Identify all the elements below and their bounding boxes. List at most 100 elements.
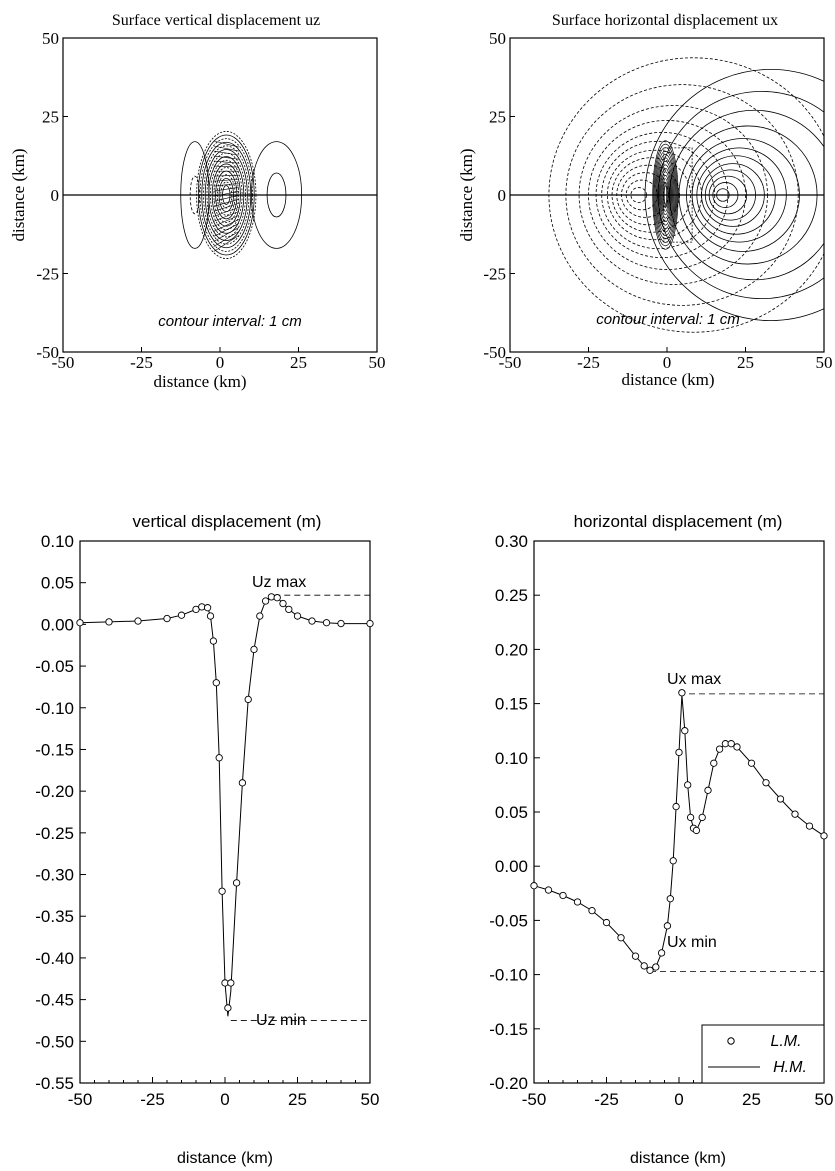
data-point-lm xyxy=(238,779,247,787)
y-tick-label: -0.45 xyxy=(35,991,74,1010)
x-tick-label: 0 xyxy=(663,353,672,372)
contour-line xyxy=(213,223,239,237)
y-tick-label: -0.05 xyxy=(489,911,528,930)
y-tick-label: -0.25 xyxy=(35,824,74,843)
y-tick-label: 0 xyxy=(498,186,507,205)
data-point-lm xyxy=(134,617,142,625)
x-tick-label: 25 xyxy=(737,353,754,372)
series-line-hm xyxy=(533,694,825,971)
data-point-lm xyxy=(215,754,223,762)
y-tick-label: -0.35 xyxy=(35,907,74,926)
x-axis-label: distance (km) xyxy=(622,370,715,389)
x-tick-labels: -50 -25 0 25 50 xyxy=(499,347,833,372)
contour-line xyxy=(213,199,239,207)
contour-line xyxy=(213,215,239,227)
y-tick-labels: 50 25 0 -25 -50 xyxy=(36,29,68,362)
contour-line xyxy=(201,141,252,249)
data-point-lm xyxy=(273,594,281,602)
contour-line xyxy=(213,174,239,177)
data-point-lm xyxy=(227,979,235,987)
data-point-lm xyxy=(762,779,770,787)
data-point-lm xyxy=(209,637,218,645)
contour-line xyxy=(213,207,239,217)
y-tick-label: -0.05 xyxy=(35,657,74,676)
y-tick-label: -25 xyxy=(483,265,506,284)
contour-line xyxy=(210,159,243,231)
y-tick-label: 0.10 xyxy=(41,532,74,551)
data-point-lm xyxy=(293,612,302,620)
series-lm xyxy=(530,689,828,974)
fault-outline xyxy=(663,147,693,243)
y-tick-label: 50 xyxy=(489,29,506,48)
data-point-lm xyxy=(805,822,814,830)
contour-line xyxy=(696,155,776,235)
contour-line xyxy=(213,231,239,247)
y-axis-label: distance (km) xyxy=(9,149,28,242)
y-tick-label: -0.10 xyxy=(489,966,528,985)
data-point-lm xyxy=(640,962,648,970)
x-tick-label: -25 xyxy=(140,1090,165,1109)
y-tick-label: -0.50 xyxy=(35,1032,74,1051)
x-tick-label: 0 xyxy=(220,1090,229,1109)
contour-line xyxy=(661,174,670,216)
contour-lines xyxy=(510,57,824,333)
legend-label-lm: L.M. xyxy=(770,1033,801,1050)
contour-line xyxy=(565,84,799,306)
contour-line xyxy=(213,235,240,252)
y-tick-label: -50 xyxy=(36,343,59,362)
contour-line xyxy=(213,182,239,187)
contour-line xyxy=(222,185,231,205)
uz-max-label: Uz max xyxy=(252,574,306,591)
contour-line xyxy=(213,186,239,192)
data-point-lm xyxy=(588,906,596,915)
data-point-lm xyxy=(203,604,212,612)
y-tick-labels: 50 25 0 -25 -50 xyxy=(483,29,515,362)
contour-line xyxy=(630,187,647,203)
contour-line xyxy=(660,171,671,219)
y-tick-label: -0.40 xyxy=(35,949,74,968)
contour-line xyxy=(588,120,746,270)
x-tick-label: -25 xyxy=(594,1090,619,1109)
contour-line xyxy=(213,227,239,242)
y-axis-label: distance (km) xyxy=(457,149,476,242)
x-tick-label: 25 xyxy=(290,353,307,372)
contour-line xyxy=(213,145,239,152)
y-tick-label: -0.20 xyxy=(489,1074,528,1093)
contour-line xyxy=(250,141,303,249)
contour-line xyxy=(199,138,253,252)
data-point-lm xyxy=(617,934,625,942)
x-axis-label: distance (km) xyxy=(154,372,247,391)
contour-line xyxy=(655,154,675,236)
panel-horizontal-profile: horizontal displacement (m) -50 -25 0 25 50 0… xyxy=(489,512,833,1167)
y-tick-label: 0 xyxy=(51,186,60,205)
ux-min-label: Ux min xyxy=(667,934,717,951)
panel-title: Surface vertical displacement uz xyxy=(112,12,320,29)
x-tick-label: 50 xyxy=(369,353,386,372)
x-tick-label: 50 xyxy=(816,353,833,372)
legend: L.M. H.M. xyxy=(701,1024,825,1084)
data-point-lm xyxy=(232,879,241,887)
data-point-lm xyxy=(177,611,186,619)
x-axis-label: distance (km) xyxy=(177,1150,273,1167)
data-point-lm xyxy=(218,887,226,895)
data-point-lm xyxy=(544,886,553,894)
contour-line xyxy=(197,134,255,256)
data-point-lm xyxy=(733,743,741,751)
y-tick-label: 0.15 xyxy=(495,695,528,714)
contour-line xyxy=(704,169,756,221)
contour-line xyxy=(196,131,257,259)
data-point-lm xyxy=(652,963,660,971)
data-point-lm xyxy=(657,949,666,957)
contour-line xyxy=(625,179,658,211)
data-point-lm xyxy=(602,918,611,927)
data-point-lm xyxy=(791,810,799,818)
data-point-lm xyxy=(337,619,345,628)
data-point-lm xyxy=(573,898,582,906)
data-point-lm xyxy=(530,882,538,890)
data-point-lm xyxy=(308,617,316,625)
y-tick-label: 0.05 xyxy=(41,574,74,593)
data-point-lm xyxy=(698,813,706,822)
contour-line xyxy=(213,203,239,212)
y-tick-label: 25 xyxy=(42,108,59,127)
x-tick-labels: -50 -25 0 25 50 xyxy=(52,347,386,372)
